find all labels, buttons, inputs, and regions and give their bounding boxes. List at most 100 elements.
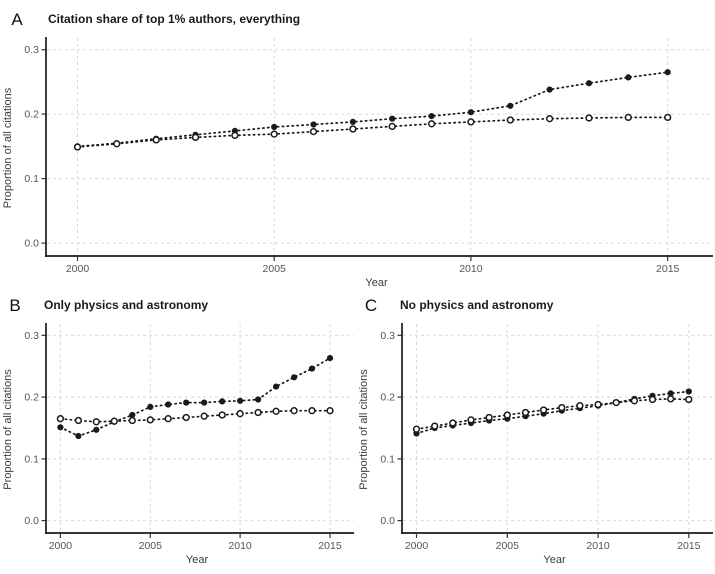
panel-b-letter: B (9, 295, 21, 315)
data-point-open (412, 425, 421, 433)
y-tick-label: 0.1 (380, 453, 395, 465)
x-axis-title: Year (186, 554, 209, 566)
x-tick-label: 2010 (228, 540, 252, 552)
data-point-open (182, 413, 190, 422)
data-point-open (685, 395, 693, 404)
panel-a-title: Citation share of top 1% authors, everyt… (48, 12, 301, 26)
y-tick-label: 0.0 (380, 515, 395, 527)
y-tick-label: 0.2 (24, 109, 39, 121)
x-tick-label: 2010 (586, 540, 610, 552)
data-point-open (503, 411, 511, 419)
data-point-open (467, 118, 475, 126)
chart-b: 0.0 0.1 0.2 0.3 2000 2005 2010 2015 Year Proporti… (0, 318, 356, 574)
data-point-open (485, 413, 493, 422)
data-point-open (349, 125, 357, 133)
x-tick-label: 2005 (139, 540, 163, 552)
y-tick-label: 0.0 (24, 238, 39, 250)
data-point-open (308, 407, 316, 415)
data-point-filled (57, 424, 64, 431)
data-point-filled (147, 403, 154, 410)
data-point-open (521, 408, 530, 417)
series-line-open (415, 398, 690, 431)
chart-c: 0.0 0.1 0.2 0.3 2000 2005 2010 2015 Year Proporti… (356, 318, 715, 574)
data-point-filled (273, 383, 280, 390)
data-point-open (309, 127, 318, 136)
data-point-filled (129, 411, 136, 419)
y-tick-label: 0.1 (24, 173, 39, 185)
panel-b-header: B Only physics and astronomy (0, 292, 356, 318)
data-point-open (113, 140, 121, 148)
data-point-filled (326, 355, 334, 362)
data-point-filled (585, 80, 593, 87)
x-tick-label: 2005 (496, 540, 520, 552)
panel-c-letter: C (364, 295, 378, 315)
data-point-open (506, 116, 514, 124)
x-tick-label: 2005 (263, 263, 287, 275)
series-line-filled (59, 357, 331, 437)
data-point-open (272, 407, 280, 415)
data-point-open (146, 416, 154, 424)
x-axis-title: Year (543, 554, 566, 566)
data-point-open (326, 407, 334, 415)
data-point-open (539, 406, 548, 414)
data-point-filled (685, 388, 692, 395)
data-point-open (431, 422, 439, 430)
panel-a-header: A Citation share of top 1% authors, ever… (0, 6, 715, 32)
x-tick-label: 2010 (459, 263, 483, 275)
y-tick-label: 0.3 (380, 330, 395, 342)
y-tick-label: 0.2 (380, 392, 395, 404)
data-point-open (56, 415, 65, 423)
x-tick-label: 2015 (656, 263, 680, 275)
data-point-filled (165, 401, 172, 408)
data-point-open (585, 114, 593, 122)
series-line-filled (415, 390, 690, 435)
data-point-filled (625, 74, 632, 81)
data-point-filled (546, 86, 553, 93)
data-point-filled (237, 397, 244, 404)
panel-b-title: Only physics and astronomy (44, 298, 209, 312)
chart-svg: 0.0 0.1 0.2 0.3 2000 2005 2010 2015 Year Proporti… (2, 323, 354, 566)
x-tick-label: 2000 (49, 540, 73, 552)
series-line-open (76, 116, 669, 148)
data-point-open (427, 120, 436, 128)
data-point-filled (507, 102, 514, 109)
data-point-filled (93, 426, 100, 433)
data-point-open (630, 397, 639, 405)
data-point-open (191, 133, 200, 142)
data-point-open (667, 395, 675, 403)
data-point-open (558, 403, 566, 412)
data-point-open (110, 417, 118, 425)
data-point-open (74, 416, 83, 425)
panel-c: C No physics and astronomy 0.0 0.1 0.2 0.3 2… (356, 292, 715, 569)
data-point-open (254, 408, 262, 417)
x-tick-label: 2000 (66, 263, 90, 275)
data-point-filled (664, 69, 671, 76)
data-point-filled (467, 109, 474, 116)
data-point-filled (310, 121, 317, 128)
data-point-filled (389, 115, 396, 122)
data-point-open (200, 412, 208, 420)
series-line-filled (76, 71, 669, 148)
y-tick-label: 0.0 (24, 515, 39, 527)
data-point-filled (255, 396, 262, 403)
x-tick-label: 2015 (318, 540, 342, 552)
chart-svg: 0.0 0.1 0.2 0.3 2000 2005 2010 2015 Year Proporti… (2, 37, 713, 289)
data-point-open (270, 130, 278, 138)
data-point-open (449, 419, 457, 427)
chart-a: 0.0 0.1 0.2 0.3 2000 2005 2010 2015 Year Proporti… (0, 32, 715, 297)
x-tick-label: 2000 (405, 540, 429, 552)
data-point-open (576, 402, 584, 410)
data-point-open (612, 398, 620, 407)
chart-svg: 0.0 0.1 0.2 0.3 2000 2005 2010 2015 Year Proporti… (358, 323, 713, 566)
data-point-filled (75, 432, 82, 440)
panel-a: A Citation share of top 1% authors, ever… (0, 6, 715, 292)
x-tick-label: 2015 (677, 540, 701, 552)
y-tick-label: 0.2 (24, 392, 39, 404)
series-line-open (59, 409, 331, 423)
panel-c-title: No physics and astronomy (400, 298, 554, 312)
data-point-filled (291, 374, 298, 381)
panel-a-letter: A (11, 9, 23, 29)
data-point-filled (428, 113, 435, 120)
y-axis-title: Proportion of all citations (2, 87, 14, 208)
